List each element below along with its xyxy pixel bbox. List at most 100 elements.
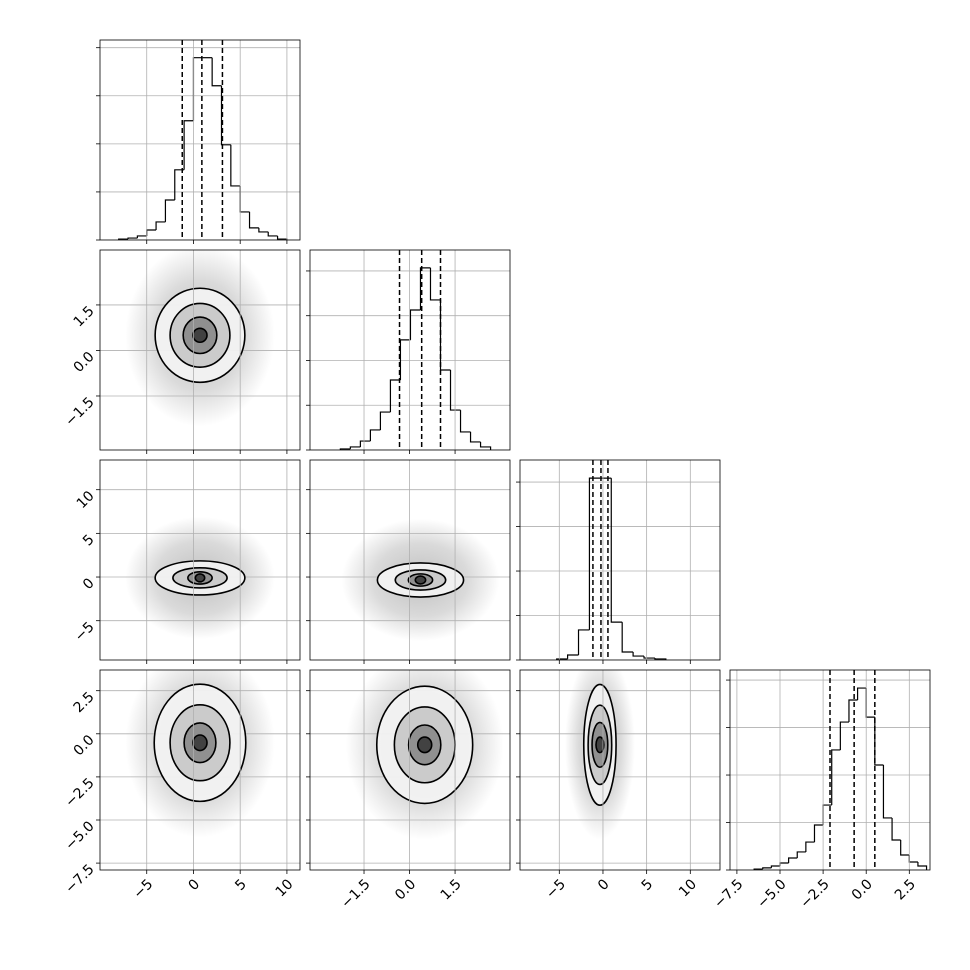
contour (414, 575, 427, 585)
histogram-step (643, 656, 655, 659)
axes-frame (309, 249, 511, 451)
axes-frame (99, 39, 301, 241)
histogram-step (654, 658, 667, 660)
histogram-step (389, 379, 401, 413)
histogram-step (183, 120, 194, 170)
histogram-step (770, 865, 780, 868)
panel (306, 249, 511, 454)
histogram-step (155, 221, 166, 230)
histogram-step (239, 185, 250, 213)
histogram-step (839, 721, 849, 750)
panel-content (100, 40, 300, 240)
histogram-step (419, 267, 431, 310)
axes-frame (519, 669, 721, 871)
panel-content (520, 670, 720, 864)
y-tick-label: −5.0 (62, 818, 97, 853)
x-tick-label: 2.5 (892, 876, 919, 903)
histogram-step (848, 699, 858, 723)
y-tick-label: −5 (72, 619, 98, 645)
panel (306, 459, 511, 664)
axes-frame (99, 669, 301, 871)
histogram-step (136, 235, 147, 239)
y-tick-label: −1.5 (62, 394, 97, 429)
histogram-step (621, 622, 634, 653)
panel: −7.5 −5.0 −2.5 0.0 2.5 (711, 669, 931, 912)
histogram-step (146, 229, 157, 236)
y-tick-label: 5 (80, 532, 98, 550)
histogram-step (349, 446, 361, 449)
panel: −5 0 5 10 −7.5 −5.0 −2.5 0.0 2.5 (62, 669, 301, 902)
axes-frame (729, 669, 931, 871)
axes-frame (309, 669, 511, 871)
histogram-step (379, 411, 391, 430)
histogram-step (856, 687, 867, 701)
histogram-step (577, 629, 590, 656)
histogram-step (610, 478, 623, 623)
histogram-step (874, 717, 884, 766)
histogram-step (900, 839, 910, 856)
histogram-step (211, 57, 222, 87)
x-tick-label: 0 (185, 876, 203, 894)
y-tick-label: 1.5 (71, 303, 98, 330)
y-tick-label: −2.5 (62, 775, 97, 810)
histogram-step (865, 688, 875, 718)
y-tick-label: 0.0 (71, 349, 98, 376)
histogram-step (449, 369, 461, 411)
axes-frame (519, 459, 721, 661)
histogram-step (882, 764, 893, 819)
histogram-step (796, 851, 806, 859)
panel-content (100, 489, 300, 640)
panel: −5 0 5 10 (72, 459, 301, 664)
histogram-step (813, 824, 824, 843)
panel-content (310, 670, 510, 864)
histogram-step (267, 231, 278, 237)
x-tick-label: −2.5 (797, 876, 832, 911)
x-tick-label: 0.0 (392, 876, 419, 903)
panel-content (310, 489, 510, 642)
histogram-step (459, 410, 471, 433)
x-tick-label: −5 (543, 876, 569, 902)
panel (96, 39, 301, 244)
x-tick-label: −7.5 (711, 876, 746, 911)
panel-content (100, 670, 300, 864)
panel: −1.5 0.0 1.5 (306, 669, 511, 912)
histogram-step (469, 431, 481, 443)
histogram-step (230, 144, 241, 187)
histogram-step (566, 654, 579, 659)
panel (516, 459, 721, 664)
panel: −5 0 5 10 (516, 669, 721, 902)
histogram-step (891, 817, 901, 841)
histogram-step (220, 85, 231, 146)
y-tick-label: −7.5 (62, 861, 97, 896)
x-tick-label: 5 (639, 876, 657, 894)
histogram-step (908, 854, 918, 863)
histogram-step (779, 862, 789, 867)
x-tick-label: 0.0 (849, 876, 876, 903)
histogram-step (174, 169, 185, 200)
histogram-step (369, 429, 381, 442)
contour (416, 736, 433, 754)
panel-content (100, 250, 300, 427)
histogram-step (164, 199, 175, 222)
axes-frame (99, 459, 301, 661)
x-tick-label: 1.5 (438, 876, 465, 903)
histogram-step (788, 857, 798, 863)
histogram-step (276, 235, 288, 240)
histogram-step (399, 339, 411, 380)
histogram-step (439, 299, 451, 371)
contour (192, 327, 208, 344)
x-tick-label: 10 (273, 876, 297, 900)
y-tick-label: 0 (80, 575, 98, 593)
histogram-step (429, 267, 441, 301)
contour (595, 736, 605, 754)
x-tick-label: −1.5 (338, 876, 373, 911)
histogram-step (409, 309, 421, 340)
contour (192, 734, 208, 752)
y-tick-label: 10 (74, 488, 98, 512)
axes-frame (99, 249, 301, 451)
histogram-step (632, 651, 645, 657)
axes-frame (309, 459, 511, 661)
panel-content (730, 670, 930, 870)
x-tick-label: 10 (676, 876, 700, 900)
